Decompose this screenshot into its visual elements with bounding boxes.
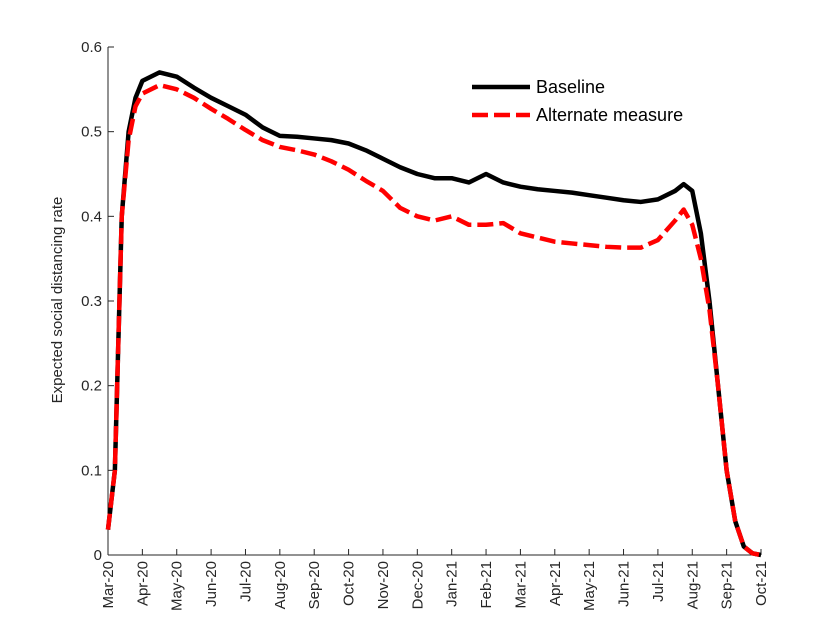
x-tick-label: Jun-21: [616, 561, 633, 607]
x-tick-label: Jul-20: [237, 561, 254, 602]
x-tick-label: Mar-20: [100, 561, 117, 609]
y-tick-label: 0.6: [81, 39, 102, 56]
x-tick-label: Aug-20: [272, 561, 289, 609]
x-tick-label: Feb-21: [478, 561, 495, 609]
y-tick-label: 0.3: [81, 293, 102, 310]
series-line: [105, 70, 762, 558]
x-tick-label: Mar-21: [512, 561, 529, 609]
x-tick-label: Dec-20: [409, 561, 426, 609]
series-line: [105, 82, 762, 558]
x-tick-label: Apr-20: [134, 561, 151, 606]
x-tick-label: Nov-20: [375, 561, 392, 609]
y-tick-label: 0.2: [81, 378, 102, 395]
y-tick-label: 0: [94, 547, 102, 564]
y-axis-label: Expected social distancing rate: [49, 197, 66, 404]
x-tick-label: May-21: [581, 561, 598, 611]
y-tick-label: 0.5: [81, 124, 102, 141]
x-tick-label: Oct-21: [753, 561, 770, 606]
x-tick-label: Jun-20: [203, 561, 220, 607]
legend-label: Alternate measure: [536, 105, 683, 125]
y-tick-label: 0.4: [81, 208, 102, 225]
x-tick-label: Aug-21: [684, 561, 701, 609]
x-tick-label: May-20: [169, 561, 186, 611]
x-tick-label: Sep-21: [719, 561, 736, 609]
x-tick-label: Jan-21: [444, 561, 461, 607]
y-tick-label: 0.1: [81, 462, 102, 479]
x-tick-label: Oct-20: [341, 561, 358, 606]
x-tick-label: Apr-21: [547, 561, 564, 606]
x-tick-label: Jul-21: [650, 561, 667, 602]
x-tick-label: Sep-20: [306, 561, 323, 609]
legend-label: Baseline: [536, 77, 605, 97]
